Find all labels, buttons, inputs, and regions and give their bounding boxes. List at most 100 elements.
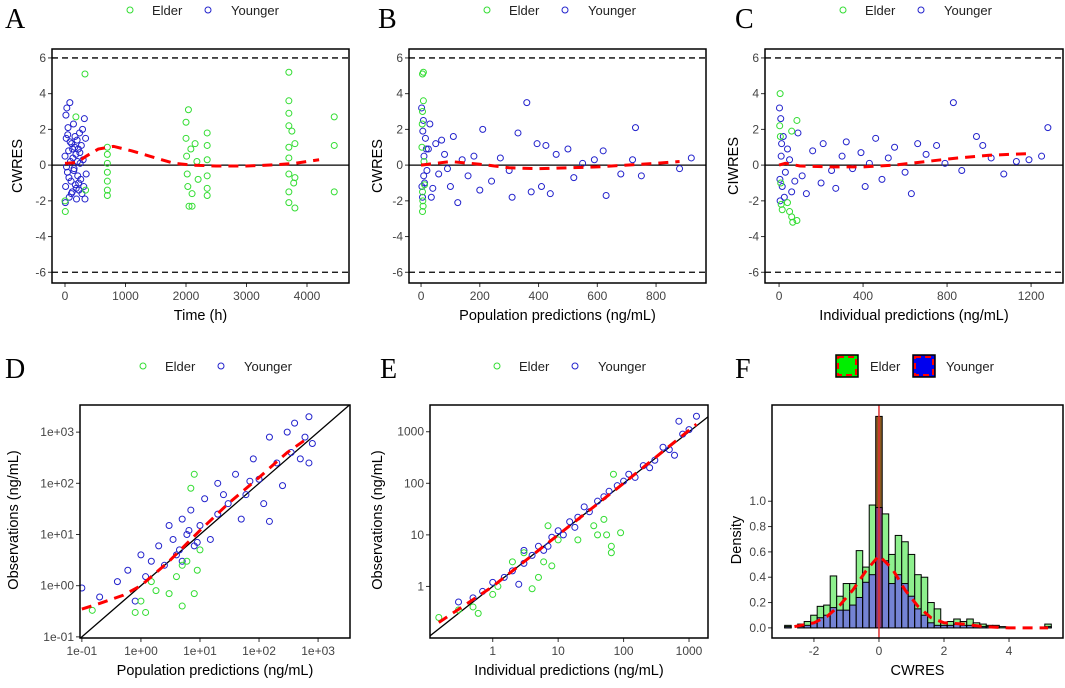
data-point-younger [155, 542, 163, 550]
data-point-younger [147, 557, 155, 565]
data-point-elder [793, 116, 801, 124]
data-point-elder [88, 606, 96, 614]
data-point-younger [508, 567, 516, 575]
data-point-younger [449, 133, 457, 141]
y-tick-label: 4 [39, 87, 46, 101]
data-point-younger [554, 527, 562, 535]
data-point-younger [423, 166, 431, 174]
legend-younger-key-line [914, 356, 934, 376]
x-tick-label: 0 [876, 644, 883, 658]
legend-younger-label: Younger [244, 359, 293, 374]
y-tick-label: 1e+02 [40, 476, 74, 490]
loess-trend-line [437, 423, 698, 624]
histogram-bar-younger [862, 581, 870, 629]
data-point-elder [600, 515, 608, 523]
legend-elder-marker [126, 6, 134, 14]
data-point-elder [61, 197, 69, 205]
x-tick-label: 1e+02 [242, 644, 276, 658]
legend-elder-label: Elder [865, 3, 896, 18]
data-point-younger [308, 439, 316, 447]
data-point-younger [520, 546, 528, 554]
x-tick-label: 400 [853, 289, 873, 303]
data-point-younger [124, 566, 132, 574]
data-point-younger [617, 170, 625, 178]
y-tick-label: 0 [396, 158, 403, 172]
legend-younger-marker [204, 6, 212, 14]
y-axis-label: Observations (ng/mL) [370, 450, 386, 589]
x-tick-label: 1e+03 [301, 644, 335, 658]
data-point-younger [82, 134, 90, 142]
data-point-elder [191, 140, 199, 148]
data-point-younger [692, 412, 700, 420]
data-point-younger [675, 417, 683, 425]
data-point-elder [419, 108, 427, 116]
data-point-elder [435, 613, 443, 621]
legend-elder-marker [493, 362, 501, 370]
data-point-elder [196, 546, 204, 554]
data-point-younger [201, 495, 209, 503]
legend-elder-key-line [837, 356, 857, 376]
data-point-elder [203, 156, 211, 164]
data-point-elder [418, 143, 426, 151]
y-tick-label: 0.2 [749, 596, 766, 610]
data-point-younger [62, 111, 70, 119]
data-point-younger [514, 129, 522, 137]
data-point-elder [609, 470, 617, 478]
y-tick-label: -4 [392, 230, 403, 244]
data-point-younger [419, 127, 427, 135]
data-point-younger [419, 193, 427, 201]
data-point-younger [1044, 124, 1052, 132]
data-point-elder [187, 484, 195, 492]
data-point-elder [203, 141, 211, 149]
legend-younger-label: Younger [598, 359, 647, 374]
x-tick-label: 1e+01 [183, 644, 217, 658]
data-point-younger [546, 190, 554, 198]
data-point-elder [193, 566, 201, 574]
data-point-younger [219, 491, 227, 499]
plot-border [408, 48, 707, 284]
data-point-younger [64, 131, 72, 139]
data-point-younger [907, 190, 915, 198]
data-point-younger [82, 170, 90, 178]
data-point-younger [527, 188, 535, 196]
x-axis-label: Individual predictions (ng/mL) [474, 663, 663, 679]
data-point-younger [62, 134, 70, 142]
data-point-younger [566, 518, 574, 526]
y-tick-label: 4 [752, 87, 759, 101]
data-point-younger [301, 433, 309, 441]
data-point-younger [427, 193, 435, 201]
histogram-bar-younger [920, 614, 929, 629]
data-point-younger [470, 152, 478, 160]
data-point-younger [137, 551, 145, 559]
x-axis-label: Population predictions (ng/mL) [459, 308, 656, 324]
data-point-elder [419, 68, 427, 76]
data-point-younger [71, 181, 79, 189]
y-tick-label: -4 [35, 230, 46, 244]
data-point-younger [933, 141, 941, 149]
data-point-younger [131, 597, 139, 605]
data-point-younger [687, 154, 695, 162]
x-tick-label: 100 [614, 644, 634, 658]
data-point-younger [224, 500, 232, 508]
data-point-elder [103, 159, 111, 167]
data-point-elder [419, 202, 427, 210]
histogram-bar-younger [933, 624, 942, 629]
density-curve [794, 553, 1049, 630]
identity-line [80, 405, 350, 638]
data-point-elder [165, 590, 173, 598]
data-point-younger [580, 503, 588, 511]
data-point-elder [603, 531, 611, 539]
y-tick-label: 2 [39, 122, 46, 136]
data-point-younger [891, 143, 899, 151]
data-point-younger [232, 470, 240, 478]
x-tick-label: 200 [470, 289, 490, 303]
y-tick-label: 6 [396, 51, 403, 65]
data-point-elder [607, 549, 615, 557]
x-tick-label: 1000 [676, 644, 703, 658]
data-point-younger [249, 455, 257, 463]
data-point-elder [182, 118, 190, 126]
x-tick-label: 3000 [233, 289, 260, 303]
x-tick-label: 0 [776, 289, 783, 303]
data-point-younger [949, 99, 957, 107]
data-point-younger [455, 598, 463, 606]
